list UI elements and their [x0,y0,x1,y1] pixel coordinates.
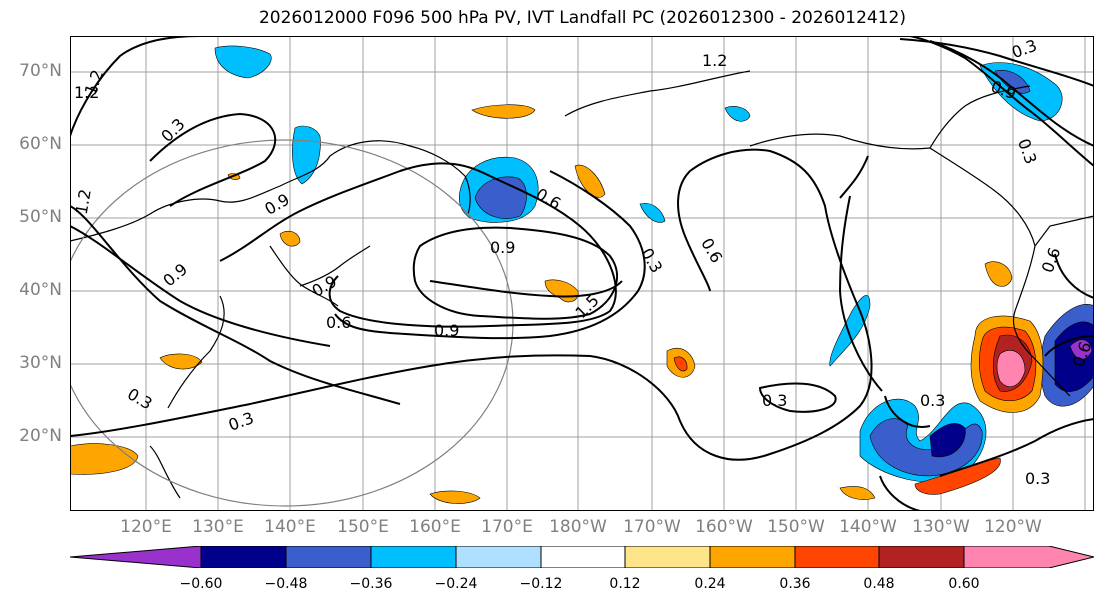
colorbar-tick: 0.24 [694,576,726,592]
neg-anomaly-south-mid [869,418,983,477]
neg-anomaly-east-core [1054,321,1094,392]
lon-label-140w: 140°W [839,517,897,537]
neg-anomaly-south-core [929,423,966,458]
lon-label-150w: 150°W [767,517,825,537]
lon-label-120w: 120°W [984,517,1042,537]
pos-anomaly-gulf-coast [984,261,1013,287]
lon-label-180w: 180°W [549,517,607,537]
contour-label: 0.9 [261,190,293,219]
pos-anomaly-north-pacific [544,279,579,303]
lon-label-160w: 160°W [695,517,753,537]
pos-anomaly-bering [574,164,606,198]
colorbar-seg-9 [879,546,964,568]
map-panel: 1.2 1.2 0.3 0.9 1.2 0.9 0.9 0.6 0.9 1.5 … [70,36,1094,511]
colorbar-seg-7 [710,546,795,568]
colorbar-seg-0 [70,546,201,568]
pos-anomaly-taiwan [159,353,203,370]
lon-label-140e: 140°E [264,517,316,537]
lat-label-20n: 20°N [19,426,62,446]
colorbar-seg-6 [625,546,710,568]
contour-label: 1.2 [74,83,99,102]
contour-label: 0.6 [697,235,726,267]
colorbar-tick: 0.48 [863,576,895,592]
contour-label: 0.3 [157,114,188,145]
contour-label: 0.9 [309,271,341,300]
pos-anomaly-west-pacific-tail [70,443,139,475]
lon-label-170w: 170°W [623,517,681,537]
distance-ring [70,139,514,507]
lat-label-30n: 30°N [19,353,62,373]
pv-contours [70,36,1094,511]
lon-label-120e: 120°E [120,517,172,537]
colorbar-seg-8 [795,546,879,568]
colorbar-seg-2 [286,546,371,568]
lon-label-130e: 130°E [192,517,244,537]
lat-label-50n: 50°N [19,207,62,227]
neg-anomaly-east-purple [1069,339,1093,360]
neg-anomaly-alaska-small [724,106,751,122]
lon-label-160e: 160°E [409,517,461,537]
coastlines [70,70,1094,499]
contour-label: 0.3 [762,391,787,410]
contour-label: 0.3 [1009,36,1039,62]
colorbar-tick: −0.36 [349,576,393,592]
colorbar-tick: 0.12 [609,576,641,592]
map-title: 2026012000 F096 500 hPa PV, IVT Landfall… [258,8,906,28]
contour-label: 0.3 [1025,469,1050,488]
colorbar-tick: −0.48 [264,576,308,592]
colorbar-seg-5 [541,546,625,568]
lat-label-70n: 70°N [19,61,62,81]
contour-label: 0.9 [490,238,515,257]
pos-anomaly-aleutian-north [471,104,536,119]
colorbar-tick: 0.36 [779,576,811,592]
contour-label: 0.3 [1014,136,1041,166]
colorbar-seg-3 [371,546,456,568]
contour-label: 0.3 [226,408,256,435]
colorbar-tick: −0.12 [519,576,563,592]
pos-anomaly-mid-core [673,356,688,372]
contour-label: 0.9 [159,259,191,290]
colorbar-tick: −0.60 [179,576,223,592]
contour-label: 0.3 [124,384,156,413]
colorbar-seg-4 [456,546,541,568]
contour-label: 0.9 [434,321,459,340]
colorbar-seg-1 [201,546,286,568]
lon-label-150e: 150°E [337,517,389,537]
pos-anomaly-south-pacific [429,490,481,504]
colorbar-seg-11 [1049,546,1094,568]
lat-label-60n: 60°N [19,134,62,154]
pos-anomaly-south-small [839,486,876,500]
neg-anomaly-gulf-strip [829,295,871,367]
neg-anomaly-bering [639,203,666,223]
pos-anomaly-japan-sea [279,230,301,247]
lon-label-130w: 130°W [912,517,970,537]
contour-label: 0.6 [326,313,351,332]
colorbar-seg-10 [964,546,1049,568]
contour-label: 1.2 [72,188,95,216]
colorbar-tick: 0.60 [948,576,980,592]
contour-label: 1.2 [702,51,727,70]
map-border [70,36,1094,511]
colorbar [70,546,1094,568]
lon-label-170e: 170°E [481,517,533,537]
pos-anomaly-east-pink [996,350,1026,388]
neg-anomaly-sakhalin [292,125,321,185]
pc-fill-shapes [70,45,1094,504]
contour-label: 0.3 [920,391,945,410]
neg-anomaly-okhotsk-north [214,45,272,79]
colorbar-tick: −0.24 [434,576,478,592]
lat-label-40n: 40°N [19,280,62,300]
